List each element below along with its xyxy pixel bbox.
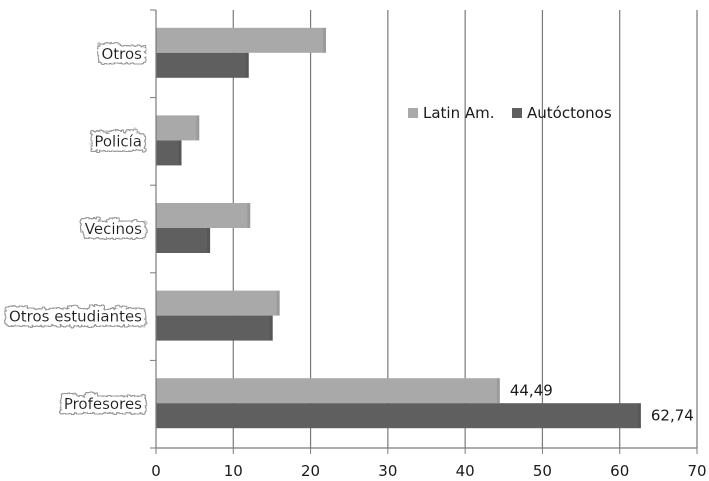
x-tick-label: 50 [533, 462, 552, 480]
x-tick-label: 60 [610, 462, 629, 480]
category-label: Otros [101, 45, 142, 63]
bar-autoctonos [156, 403, 641, 429]
bar-edge-shade [247, 203, 251, 228]
bar-latin-am [156, 378, 500, 404]
data-label: 62,74 [651, 407, 694, 425]
category-label: Policía [94, 132, 142, 150]
x-tick-label: 40 [456, 462, 475, 480]
bar-edge-shade [496, 378, 500, 404]
bar-edge-shade [245, 52, 249, 78]
bar-autoctonos [156, 228, 211, 253]
bar-edge-shade [269, 315, 273, 341]
bar-latin-am [156, 290, 280, 316]
bar-latin-am [156, 203, 251, 228]
category-label: Otros estudiantes [9, 308, 142, 326]
gridlines [232, 10, 698, 448]
bar-edge-shade [196, 115, 200, 141]
bar-edge-shade [276, 290, 280, 316]
bar-autoctonos [156, 315, 273, 341]
x-tick-label: 10 [224, 462, 243, 480]
bar-autoctonos [156, 140, 182, 166]
legend: Latin Am. Autóctonos [408, 104, 612, 122]
x-tick-label: 30 [378, 462, 397, 480]
bar-latin-am [156, 27, 327, 53]
data-label: 44,49 [510, 382, 553, 400]
x-tick-label: 20 [301, 462, 320, 480]
x-tick-label: 0 [151, 462, 161, 480]
x-tick-label: 70 [687, 462, 706, 480]
legend-label: Latin Am. [423, 104, 495, 122]
category-label: Vecinos [85, 220, 142, 238]
bar-edge-shade [207, 228, 211, 253]
legend-swatch [512, 108, 522, 118]
axes: 0 10 20 30 40 50 60 70 [150, 9, 707, 480]
bars [156, 27, 641, 429]
legend-label: Autóctonos [527, 104, 612, 122]
category-label: Profesores [64, 395, 142, 413]
bar-edge-shade [323, 27, 327, 53]
bar-latin-am [156, 115, 200, 141]
bar-autoctonos [156, 52, 249, 78]
legend-swatch [408, 108, 418, 118]
bar-edge-shade [637, 403, 641, 429]
bar-edge-shade [178, 140, 182, 166]
labels: Otros Policía Vecinos Otros estudiantes Prof… [9, 45, 694, 425]
